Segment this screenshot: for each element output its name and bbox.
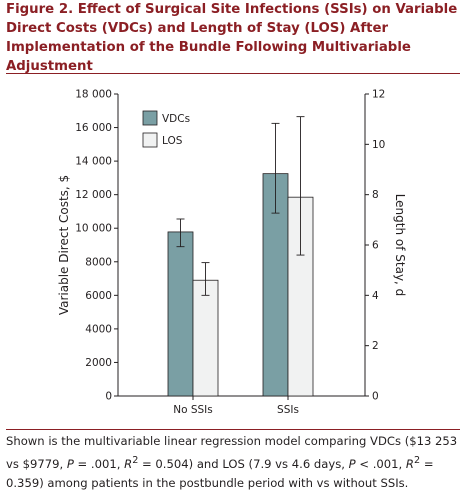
caption-p-symbol: P [66, 456, 74, 471]
caption-text-2: = .001, [73, 456, 125, 471]
left-axis-title: Variable Direct Costs, $ [57, 175, 71, 315]
caption-rule [6, 429, 460, 430]
left-tick-label: 10 000 [75, 223, 112, 235]
left-tick-label: 14 000 [75, 156, 112, 168]
right-tick-label: 4 [372, 290, 379, 302]
right-tick-label: 8 [372, 189, 379, 201]
left-tick-label: 4000 [85, 323, 112, 335]
bar-chart: 0 2000 4000 6000 8000 10 000 12 000 14 000 16 00… [57, 89, 407, 417]
x-tick-label: No SSIs [173, 404, 213, 416]
caption-superscript: 2 [132, 455, 139, 466]
right-tick-label: 0 [372, 391, 379, 403]
left-tick-label: 0 [105, 391, 112, 403]
right-tick-label: 6 [372, 240, 379, 252]
right-tick-label: 2 [372, 340, 379, 352]
figure-title: Figure 2. Effect of Surgical Site Infect… [6, 2, 458, 74]
left-tick-label: 6000 [85, 290, 112, 302]
left-tick-label: 2000 [85, 357, 112, 369]
legend-label-vdcs: VDCs [162, 113, 190, 125]
caption-text-5: = 0.359) among patients in the postbundl… [6, 456, 434, 490]
x-tick-label: SSIs [277, 404, 299, 416]
title-rule [6, 73, 460, 74]
right-tick-label: 10 [372, 139, 385, 151]
figure-caption: Shown is the multivariable linear regres… [6, 432, 460, 493]
left-tick-label: 18 000 [75, 89, 112, 101]
caption-p-symbol: P [348, 456, 356, 471]
left-tick-label: 16 000 [75, 122, 112, 134]
legend-label-los: LOS [162, 135, 183, 147]
left-tick-label: 12 000 [75, 189, 112, 201]
caption-text-3: = 0.504) and LOS (7.9 vs 4.6 days, [138, 456, 349, 471]
legend-swatch-los [142, 132, 158, 148]
right-tick-label: 12 [372, 89, 385, 101]
caption-r-symbol: R [405, 456, 414, 471]
right-axis-title: Length of Stay, d [393, 194, 407, 297]
left-tick-label: 8000 [85, 256, 112, 268]
caption-text-4: < .001, [355, 456, 406, 471]
bar-vdcs [167, 231, 194, 397]
caption-superscript: 2 [413, 455, 421, 466]
legend-swatch-vdcs [142, 110, 158, 126]
caption-text-1: Shown is the multivariable linear regres… [6, 434, 458, 471]
bar-los [192, 279, 219, 397]
caption-r-symbol: R [124, 456, 133, 471]
